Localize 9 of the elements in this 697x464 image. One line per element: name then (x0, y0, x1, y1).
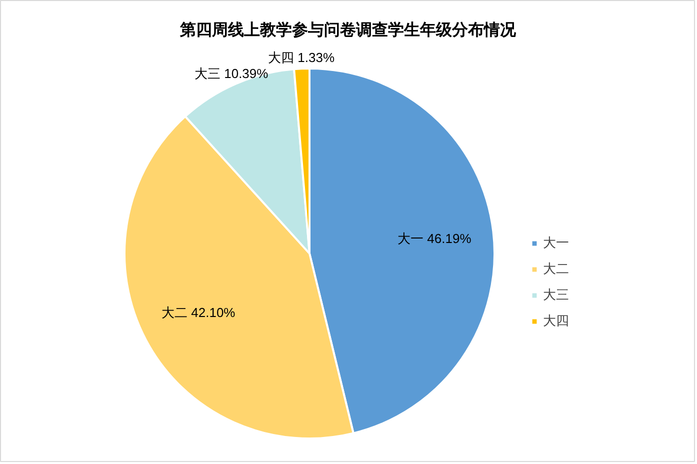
category-label: 大四 1.33% (268, 50, 335, 66)
legend-label: 大四 (543, 312, 569, 330)
category-label: 大一 46.19% (398, 230, 472, 246)
legend-label: 大二 (543, 260, 569, 278)
category-label: 大二 42.10% (162, 304, 236, 320)
category-label: 大三 10.39% (194, 66, 268, 82)
chart-title: 第四周线上教学参与问卷调查学生年级分布情况 (179, 21, 517, 39)
legend-label: 大一 (543, 234, 569, 252)
legend-label: 大三 (543, 286, 569, 304)
